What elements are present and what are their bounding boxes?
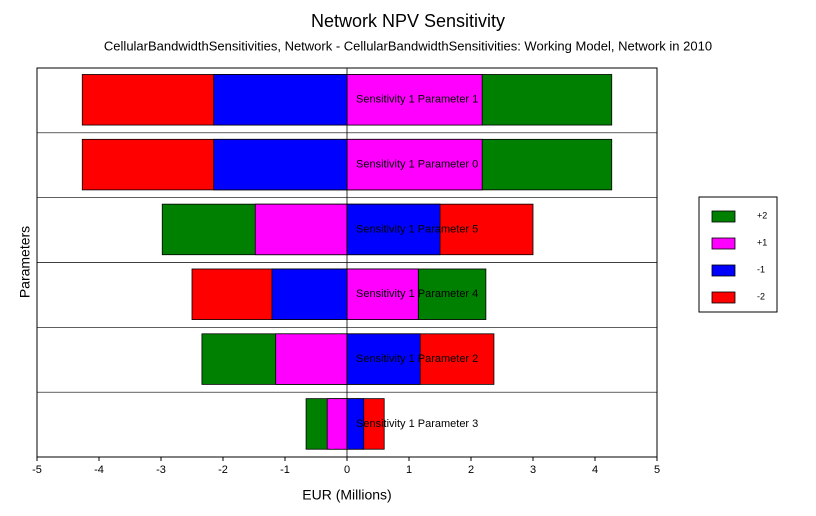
- bar: [275, 333, 348, 385]
- legend-swatch: [711, 237, 736, 250]
- x-tick-label: -3: [156, 464, 166, 476]
- x-tick-label: 4: [592, 464, 598, 476]
- x-tick-label: -2: [218, 464, 228, 476]
- chart-title: Network NPV Sensitivity: [311, 11, 505, 31]
- x-tick-label: -5: [32, 464, 42, 476]
- legend-label: +1: [757, 237, 767, 247]
- x-tick-label: 2: [468, 464, 474, 476]
- category-label: Sensitivity 1 Parameter 5: [356, 223, 478, 235]
- bar: [346, 333, 421, 385]
- legend-swatch: [711, 210, 736, 223]
- y-axis-label: Parameters: [17, 226, 33, 298]
- category-label: Sensitivity 1 Parameter 1: [356, 94, 478, 106]
- legend-label: +2: [757, 210, 767, 220]
- x-tick-label: 1: [406, 464, 412, 476]
- legend-swatch: [711, 291, 736, 304]
- x-axis-label: EUR (Millions): [302, 487, 391, 503]
- bar: [254, 203, 348, 256]
- category-label: Sensitivity 1 Parameter 0: [356, 159, 478, 171]
- legend-swatch: [711, 264, 736, 277]
- bar: [326, 398, 348, 450]
- bar: [346, 138, 483, 191]
- category-label: Sensitivity 1 Parameter 3: [356, 418, 478, 430]
- chart-subtitle: CellularBandwidthSensitivities, Network …: [104, 38, 712, 53]
- bar: [213, 74, 348, 126]
- x-tick-label: 3: [530, 464, 536, 476]
- bar: [346, 203, 441, 256]
- legend-label: -2: [757, 291, 765, 301]
- category-label: Sensitivity 1 Parameter 2: [356, 353, 478, 365]
- bar: [213, 138, 348, 191]
- legend-label: -1: [757, 264, 765, 274]
- x-tick-label: 5: [654, 464, 660, 476]
- x-tick-label: 0: [344, 464, 350, 476]
- x-tick-label: -4: [94, 464, 104, 476]
- x-tick-label: -1: [280, 464, 290, 476]
- bar: [271, 268, 348, 320]
- category-label: Sensitivity 1 Parameter 4: [356, 288, 478, 300]
